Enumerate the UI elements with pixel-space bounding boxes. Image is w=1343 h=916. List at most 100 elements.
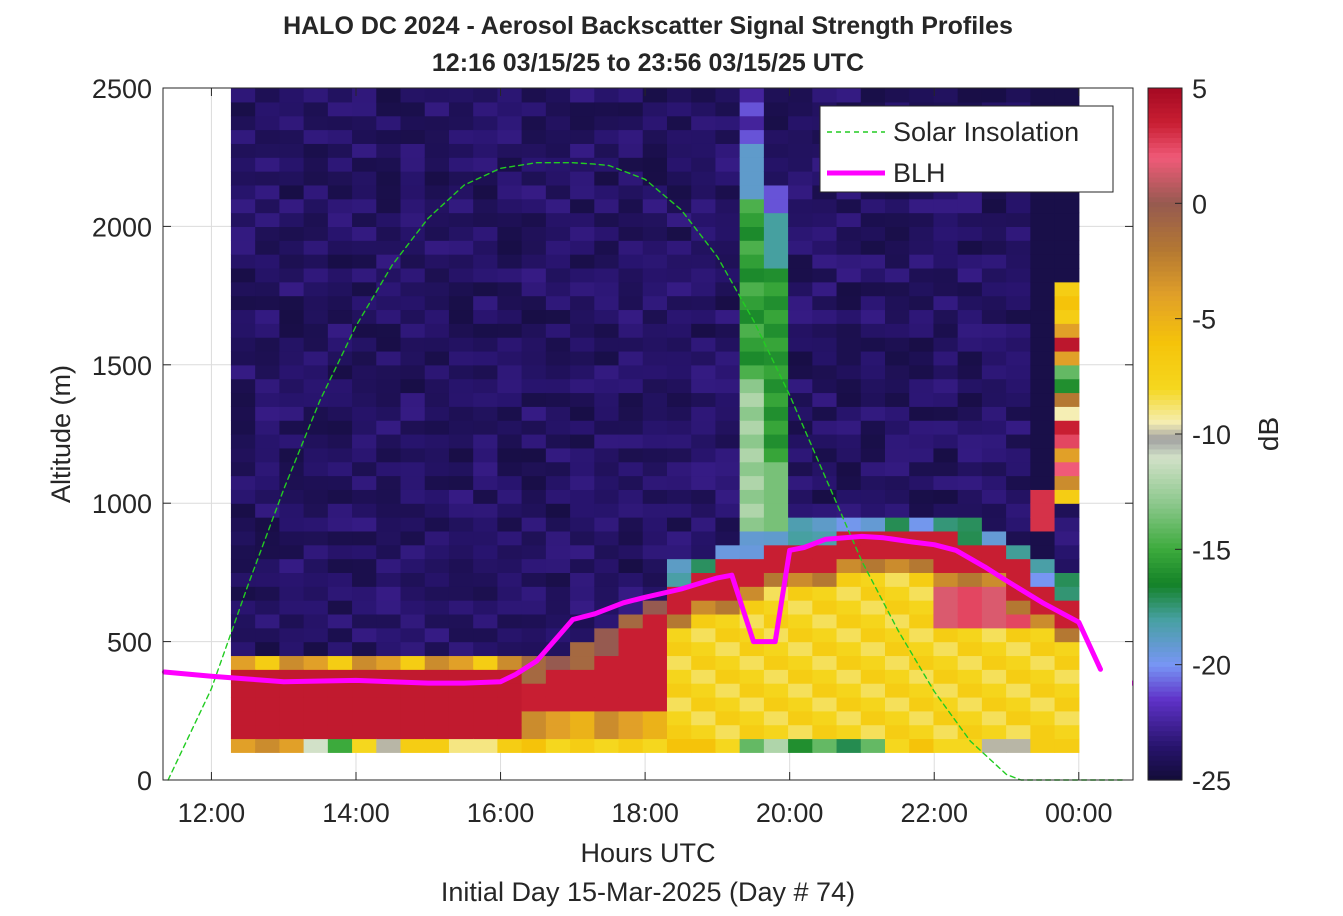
heatmap-cell <box>788 655 813 670</box>
heatmap-cell <box>1030 198 1056 214</box>
heatmap-cell <box>788 267 813 283</box>
heatmap-cell <box>1054 226 1080 241</box>
heatmap-cell <box>933 641 959 657</box>
heatmap-cell <box>763 212 789 227</box>
heatmap-cell <box>303 489 329 504</box>
colorbar-segment <box>1148 152 1182 158</box>
heatmap-cell <box>691 184 717 200</box>
heatmap-cell <box>327 88 353 103</box>
heatmap-cell <box>327 295 353 311</box>
heatmap-cell <box>352 364 377 380</box>
heatmap-cell <box>352 434 377 449</box>
heatmap-cell <box>691 696 717 712</box>
heatmap-cell <box>594 198 620 214</box>
heatmap-cell <box>763 710 789 726</box>
heatmap-cell <box>570 226 595 241</box>
heatmap-cell <box>473 350 499 366</box>
heatmap-cell <box>424 129 450 144</box>
heatmap-cell <box>303 115 329 131</box>
heatmap-cell <box>909 558 935 573</box>
heatmap-cell <box>715 226 741 241</box>
heatmap-cell <box>594 295 620 311</box>
heatmap-cell <box>691 143 717 158</box>
heatmap-cell <box>763 171 789 186</box>
heatmap-cell <box>618 724 644 740</box>
heatmap-cell <box>303 309 329 324</box>
heatmap-cell <box>788 613 813 629</box>
heatmap-cell <box>448 115 474 131</box>
heatmap-cell <box>763 489 789 504</box>
x-axis-sublabel: Initial Day 15-Mar-2025 (Day # 74) <box>441 877 855 907</box>
heatmap-cell <box>279 364 305 380</box>
heatmap-cell <box>448 696 474 712</box>
heatmap-cell <box>642 115 668 131</box>
heatmap-cell <box>303 143 329 158</box>
heatmap-cell <box>885 558 910 573</box>
heatmap-cell <box>303 420 329 435</box>
heatmap-cell <box>594 88 620 103</box>
heatmap-cell <box>303 350 329 366</box>
heatmap-cell <box>279 420 305 435</box>
heatmap-cell <box>279 406 305 421</box>
heatmap-cell <box>666 171 692 186</box>
heatmap-cell <box>715 517 741 532</box>
heatmap-cell <box>376 101 402 117</box>
heatmap-cell <box>812 655 838 670</box>
colorbar-segment <box>1148 246 1182 252</box>
heatmap-cell <box>497 309 523 324</box>
heatmap-cell <box>279 171 305 186</box>
heatmap-cell <box>521 586 547 601</box>
chart-title: HALO DC 2024 - Aerosol Backscatter Signa… <box>283 12 1013 40</box>
heatmap-cell <box>1030 503 1056 518</box>
heatmap-cell <box>448 683 474 698</box>
heatmap-cell <box>400 171 426 186</box>
heatmap-cell <box>424 364 450 380</box>
heatmap-cell <box>618 572 644 587</box>
heatmap-cell <box>715 641 741 657</box>
heatmap-cell <box>885 461 910 477</box>
colorbar-segment <box>1148 300 1182 307</box>
heatmap-cell <box>400 558 426 573</box>
heatmap-cell <box>885 254 910 269</box>
heatmap-cell <box>255 198 280 214</box>
heatmap-cell <box>642 240 668 255</box>
heatmap-cell <box>957 198 983 214</box>
heatmap-cell <box>303 378 329 394</box>
heatmap-cell <box>521 475 547 490</box>
heatmap-cell <box>788 627 813 643</box>
colorbar-segment <box>1148 695 1182 702</box>
heatmap-cell <box>303 129 329 144</box>
heatmap-cell <box>642 530 668 546</box>
colorbar-segment <box>1148 226 1182 232</box>
heatmap-cell <box>666 600 692 615</box>
heatmap-cell <box>1030 88 1056 103</box>
heatmap-cell <box>763 406 789 421</box>
heatmap-cell <box>836 434 862 449</box>
heatmap-cell <box>570 309 595 324</box>
heatmap-cell <box>521 240 547 255</box>
heatmap-cell <box>1054 724 1080 740</box>
heatmap-cell <box>376 157 402 172</box>
heatmap-cell <box>666 295 692 311</box>
heatmap-cell <box>909 683 935 698</box>
heatmap-cell <box>739 461 765 477</box>
heatmap-cell <box>836 281 862 297</box>
heatmap-cell <box>885 420 910 435</box>
heatmap-cell <box>230 461 256 477</box>
heatmap-cell <box>303 295 329 311</box>
colorbar-segment <box>1148 241 1182 247</box>
heatmap-cell <box>352 447 377 463</box>
heatmap-cell <box>545 447 571 463</box>
heatmap-cell <box>230 212 256 227</box>
heatmap-cell <box>788 447 813 463</box>
heatmap-cell <box>909 503 935 518</box>
heatmap-cell <box>279 143 305 158</box>
heatmap-cell <box>691 129 717 144</box>
heatmap-cell <box>812 503 838 518</box>
heatmap-cell <box>836 613 862 629</box>
heatmap-cell <box>885 337 910 352</box>
heatmap-cell <box>279 475 305 490</box>
heatmap-cell <box>715 129 741 144</box>
heatmap-cell <box>788 724 813 740</box>
heatmap-cell <box>981 586 1007 601</box>
